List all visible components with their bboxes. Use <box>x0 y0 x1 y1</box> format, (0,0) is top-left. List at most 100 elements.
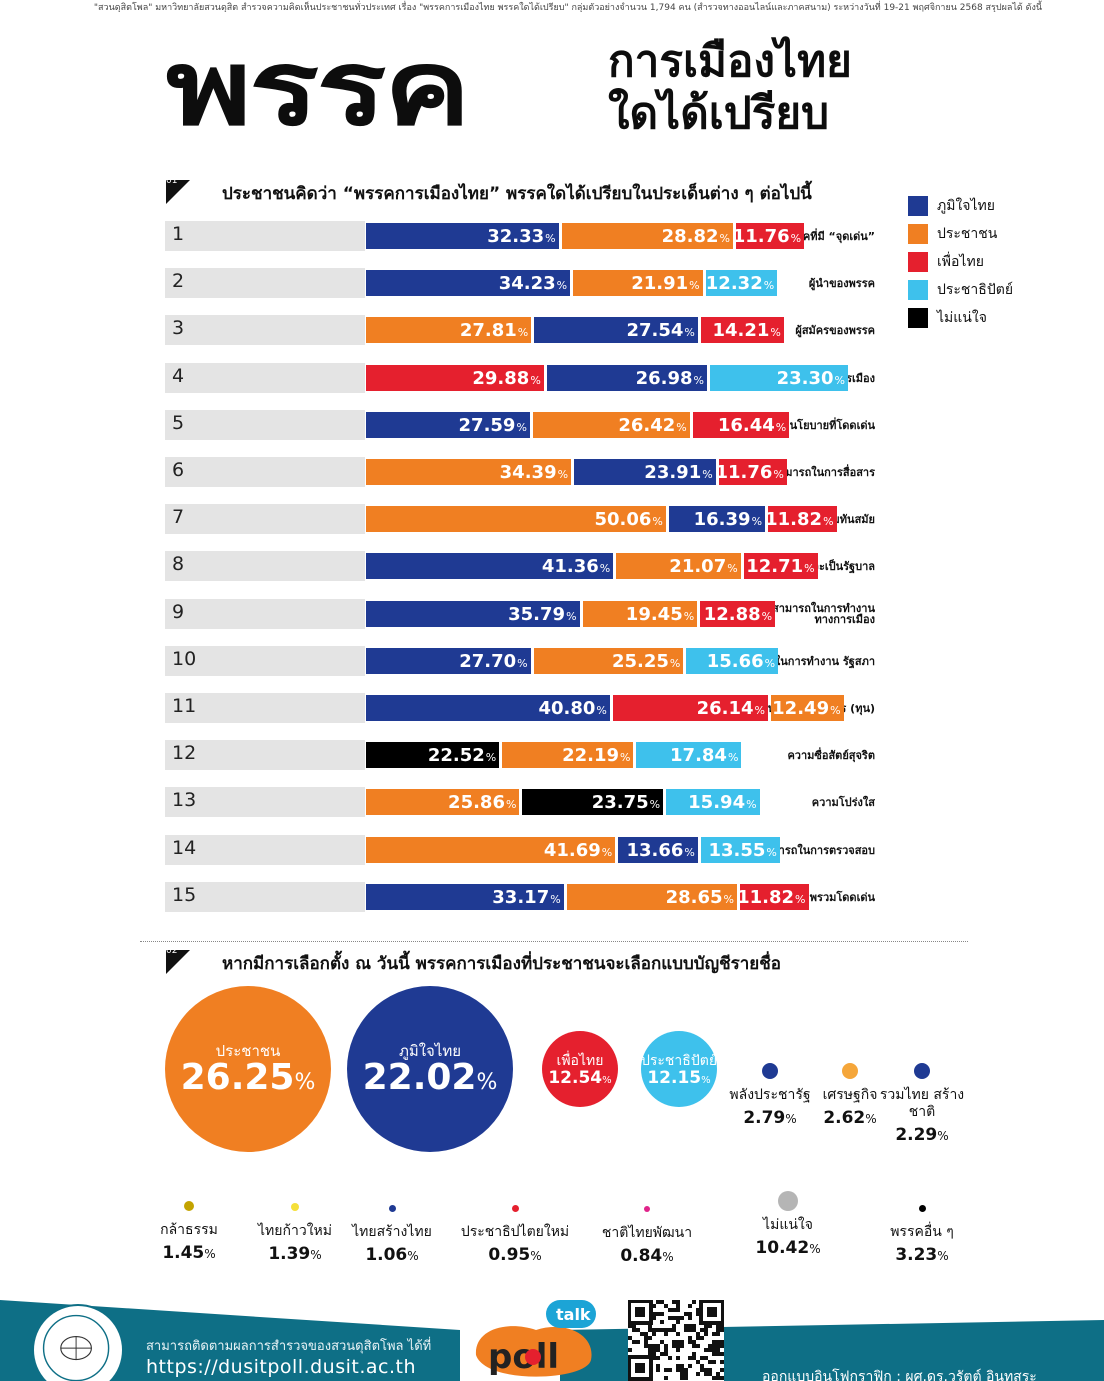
percent-sign: % <box>684 845 695 859</box>
percent-sign: % <box>545 231 556 245</box>
section-1-number: 01 <box>166 176 178 186</box>
party-value: 0.84% <box>592 1246 702 1266</box>
party-item: รวมไทย สร้างชาติ 2.29% <box>867 1061 977 1145</box>
row-number: 7 <box>172 506 185 528</box>
bar-segment-unsure: 22.52% <box>366 742 500 768</box>
legend-label: ภูมิใจไทย <box>937 198 995 214</box>
legend-item-prachachon: ประชาชน <box>908 220 1013 248</box>
party-name: ไทยสร้างไทย <box>352 1224 432 1240</box>
bar-segment-pheuthai: 11.76% <box>715 459 787 485</box>
percent-sign: % <box>407 1249 419 1263</box>
percent-sign: % <box>865 1112 877 1126</box>
row-label-background <box>165 268 365 298</box>
bubble-party-name: ภูมิใจไทย <box>398 1042 462 1060</box>
bar-row: 11 ความพร้อมในเรื่อง ทรัพยากร (ทุน) 40.80%… <box>165 693 885 723</box>
bar-row: 13 ความโปร่งใส 25.86% 23.75% 15.94% <box>165 787 885 817</box>
legend-label: ประชาธิปัตย์ <box>937 282 1014 298</box>
percent-sign: % <box>505 797 517 811</box>
party-value: 2.62% <box>795 1108 905 1128</box>
bar-value-label: 34.39 <box>499 461 557 483</box>
party-value-number: 1.39 <box>268 1244 311 1264</box>
party-value-number: 0.84 <box>620 1246 663 1266</box>
party-value-number: 10.42 <box>755 1238 810 1258</box>
party-item: ประชาธิปไตยใหม่ 0.95% <box>460 1198 570 1265</box>
bar-value-label: 28.82 <box>661 225 719 247</box>
percent-sign: % <box>775 420 787 434</box>
row-label-background <box>165 315 365 345</box>
percent-sign: % <box>834 373 845 387</box>
legend-label: ไม่แน่ใจ <box>937 310 987 326</box>
percent-sign: % <box>556 278 568 292</box>
bar-segment-bhumjaithai: 16.39% <box>668 506 766 532</box>
website-link[interactable]: https://dusitpoll.dusit.ac.th <box>146 1356 417 1378</box>
title-line-2: ใดได้เปรียบ <box>608 88 830 139</box>
percent-sign: % <box>485 750 497 764</box>
percent-sign: % <box>689 278 700 292</box>
row-label-background <box>165 504 365 534</box>
bar-segment-pheuthai: 11.82% <box>737 884 809 910</box>
row-label-background <box>165 740 365 770</box>
row-number: 1 <box>172 223 185 245</box>
bubble-value: 26.25% <box>181 1060 316 1096</box>
party-item: ไทยก้าวใหม่ 1.39% <box>240 1197 350 1264</box>
bar-segment-prachachon: 28.82% <box>561 223 733 249</box>
legend-label: เพื่อไทย <box>937 254 984 270</box>
party-value: 1.06% <box>337 1245 447 1265</box>
section-2-marker <box>166 950 190 974</box>
bar-value-label: 50.06 <box>594 508 652 530</box>
percent-sign: % <box>770 325 781 339</box>
row-number: 2 <box>172 270 185 292</box>
legend-label: ประชาชน <box>937 226 998 242</box>
bar-segment-bhumjaithai: 32.33% <box>366 223 559 249</box>
bar-value-label: 21.07 <box>669 555 727 577</box>
party-dot <box>291 1203 299 1211</box>
bar-segment-bhumjaithai: 34.23% <box>366 270 571 296</box>
percent-sign: % <box>785 1112 797 1126</box>
section-1-title: ประชาชนคิดว่า “พรรคการเมืองไทย” พรรคใดได… <box>222 184 812 204</box>
qr-code[interactable] <box>627 1299 725 1381</box>
bar-row: 9 ความสามารถในการทำงาน ทางการเมือง 35.79% 1… <box>165 599 885 629</box>
party-name: กล้าธรรม <box>160 1222 218 1238</box>
percent-sign: % <box>557 467 569 481</box>
bar-value-label: 27.59 <box>458 414 516 436</box>
party-dot <box>388 1204 396 1212</box>
bar-segment-bhumjaithai: 27.59% <box>366 412 530 438</box>
percent-sign: % <box>746 797 757 811</box>
bar-segment-pheuthai: 16.44% <box>692 412 790 438</box>
bar-segment-pheuthai: 26.14% <box>612 695 768 721</box>
bar-value-label: 12.49 <box>772 697 830 719</box>
party-dot <box>914 1063 930 1079</box>
percent-sign: % <box>602 1074 612 1086</box>
party-bubble: เพื่อไทย 12.54% <box>542 1031 618 1107</box>
legend-item-democrat: ประชาธิปัตย์ <box>908 276 1013 304</box>
party-name: รวมไทย สร้างชาติ <box>879 1087 965 1120</box>
section-divider <box>140 941 968 942</box>
row-number: 10 <box>172 648 197 670</box>
bar-segment-bhumjaithai: 27.70% <box>366 648 531 674</box>
bar-row: 15 พรรคที่มีภาพรวมโดดเด่น 33.17% 28.65% 11.8… <box>165 882 885 912</box>
bar-segment-democrat: 23.30% <box>710 365 848 391</box>
row-label: ผู้สมัครของพรรค <box>795 323 875 337</box>
bubble-party-name: ประชาชน <box>215 1042 281 1060</box>
party-value-number: 1.45 <box>162 1243 205 1263</box>
bar-segment-bhumjaithai: 33.17% <box>366 884 564 910</box>
bar-value-label: 40.80 <box>538 697 596 719</box>
row-label: ความพร้อมที่จะเป็นรัฐบาล <box>751 559 875 573</box>
percent-sign: % <box>601 845 613 859</box>
row-number: 11 <box>172 695 197 717</box>
percent-sign: % <box>701 1074 711 1086</box>
section-2-header: 02 หากมีการเลือกตั้ง ณ วันนี้ พรรคการเมื… <box>166 946 781 977</box>
legend-item-pheuthai: เพื่อไทย <box>908 248 1013 276</box>
percent-sign: % <box>669 656 681 670</box>
bar-value-label: 32.33 <box>487 225 545 247</box>
percent-sign: % <box>754 703 765 717</box>
legend-swatch <box>908 308 928 328</box>
party-value-number: 2.79 <box>743 1108 786 1128</box>
party-dot <box>762 1063 778 1079</box>
bar-value-label: 22.19 <box>562 744 620 766</box>
bar-value-label: 29.88 <box>472 367 530 389</box>
bar-row: 14 ความสามารถในการตรวจสอบ 41.69% 13.66% 13.5… <box>165 835 885 865</box>
percent-sign: % <box>530 373 541 387</box>
bar-row: 1 พรรคที่มี “จุดเด่น” 32.33% 28.82% 11.76% <box>165 221 885 251</box>
legend-item-bhumjaithai: ภูมิใจไทย <box>908 192 1013 220</box>
